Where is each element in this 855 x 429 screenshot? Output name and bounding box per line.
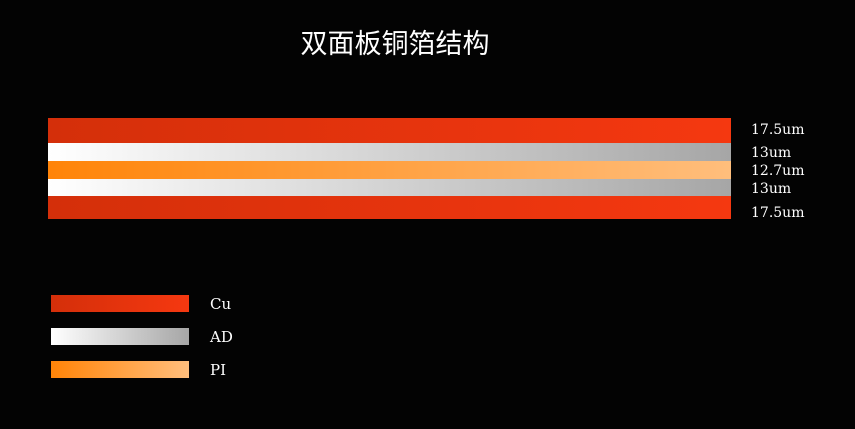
legend-swatch-pi	[51, 361, 189, 378]
diagram-title: 双面板铜箔结构	[300, 29, 490, 60]
thickness-label: 17.5um	[751, 205, 805, 221]
layer-ad-bottom	[48, 179, 731, 196]
legend-swatch-ad	[51, 328, 189, 345]
thickness-label: 13um	[751, 145, 792, 161]
legend-label-pi: PI	[210, 361, 227, 379]
layer-cu-top	[48, 118, 731, 143]
layer-pi	[48, 161, 731, 179]
layer-ad-top	[48, 143, 731, 161]
thickness-label: 12.7um	[751, 163, 805, 179]
legend-label-ad: AD	[210, 328, 233, 346]
thickness-label: 17.5um	[751, 122, 805, 138]
legend-swatch-cu	[51, 295, 189, 312]
legend-label-cu: Cu	[210, 295, 232, 313]
thickness-label: 13um	[751, 181, 792, 197]
layer-cu-bottom	[48, 196, 731, 219]
